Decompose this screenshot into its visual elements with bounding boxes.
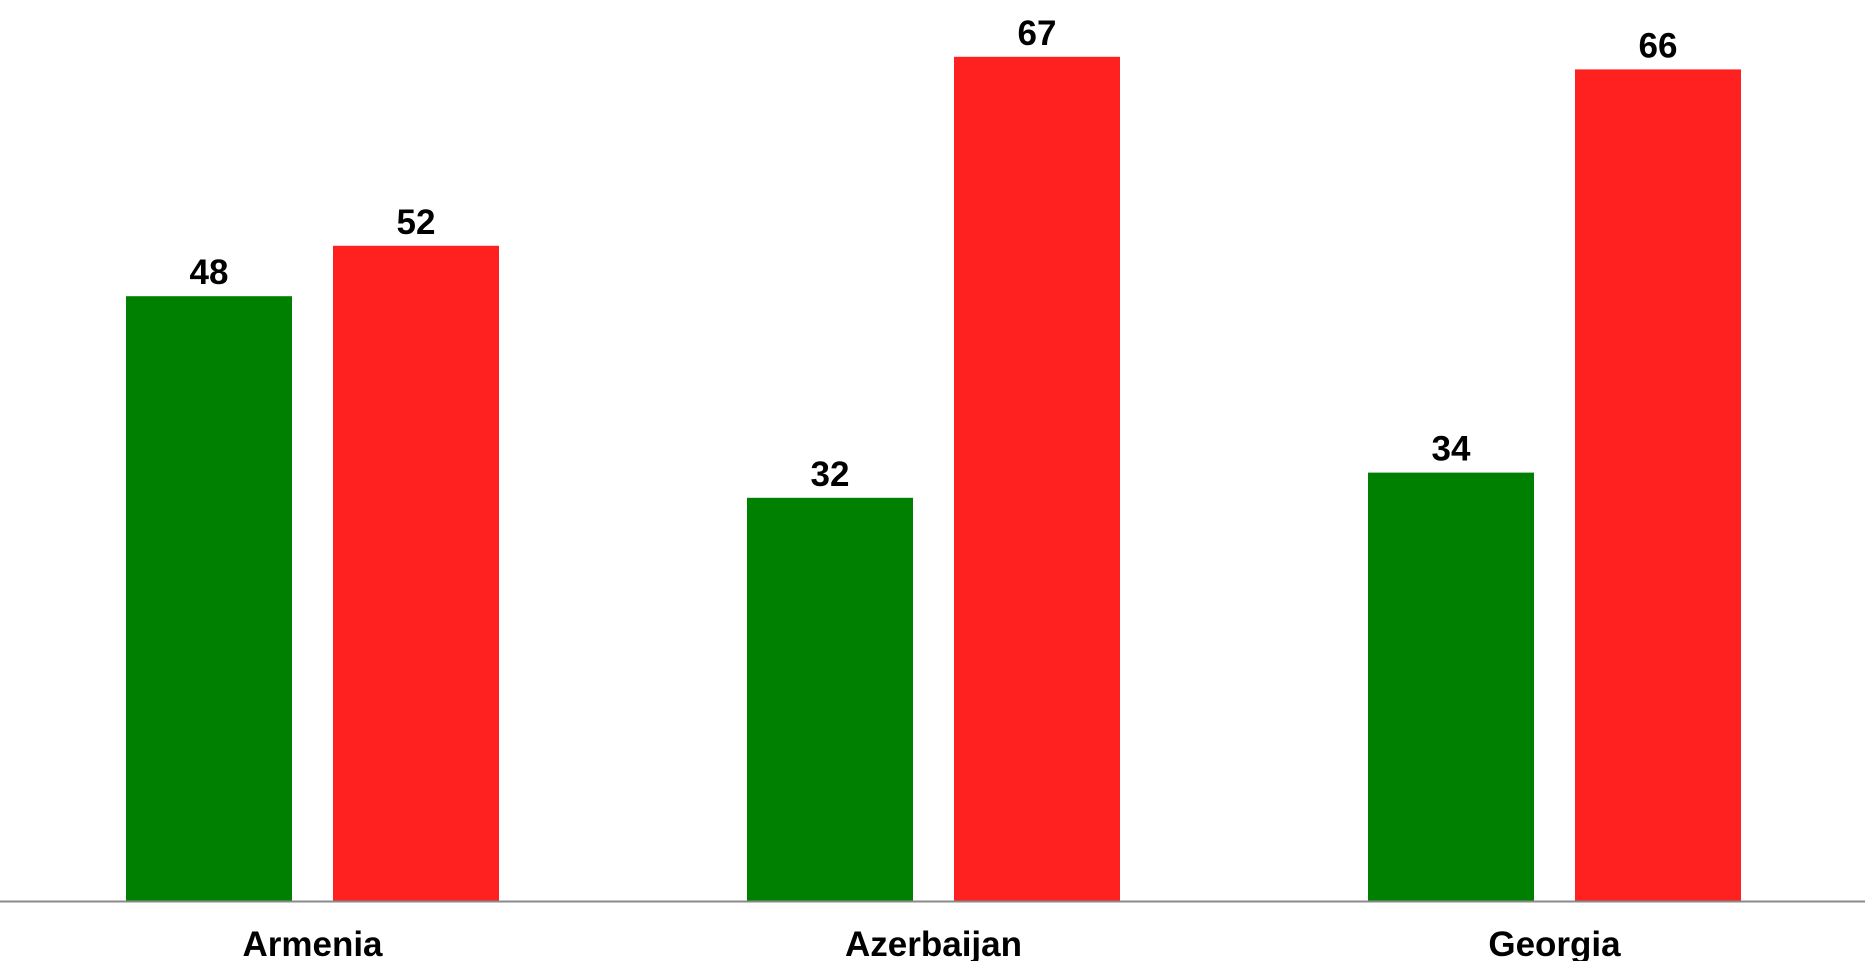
bar-azerbaijan-series-1 xyxy=(747,497,913,901)
data-label-azerbaijan-series-1: 32 xyxy=(811,455,850,494)
labels-layer: 48 52 Armenia 32 67 Azerbaijan 34 66 Georgia xyxy=(190,14,1678,961)
category-label-georgia: Georgia xyxy=(1488,925,1621,961)
bar-azerbaijan-series-2 xyxy=(954,56,1120,902)
bar-georgia-series-2 xyxy=(1575,69,1741,901)
data-label-azerbaijan-series-2: 67 xyxy=(1018,14,1057,53)
bar-armenia-series-1 xyxy=(126,296,292,901)
data-label-armenia-series-1: 48 xyxy=(190,253,229,292)
category-label-azerbaijan: Azerbaijan xyxy=(845,925,1022,961)
data-label-georgia-series-2: 66 xyxy=(1639,26,1678,65)
data-label-armenia-series-2: 52 xyxy=(397,203,436,242)
bars-layer xyxy=(126,56,1741,902)
bar-armenia-series-2 xyxy=(333,245,499,902)
category-label-armenia: Armenia xyxy=(242,925,383,961)
bar-georgia-series-1 xyxy=(1368,472,1534,901)
data-label-georgia-series-1: 34 xyxy=(1432,430,1471,469)
